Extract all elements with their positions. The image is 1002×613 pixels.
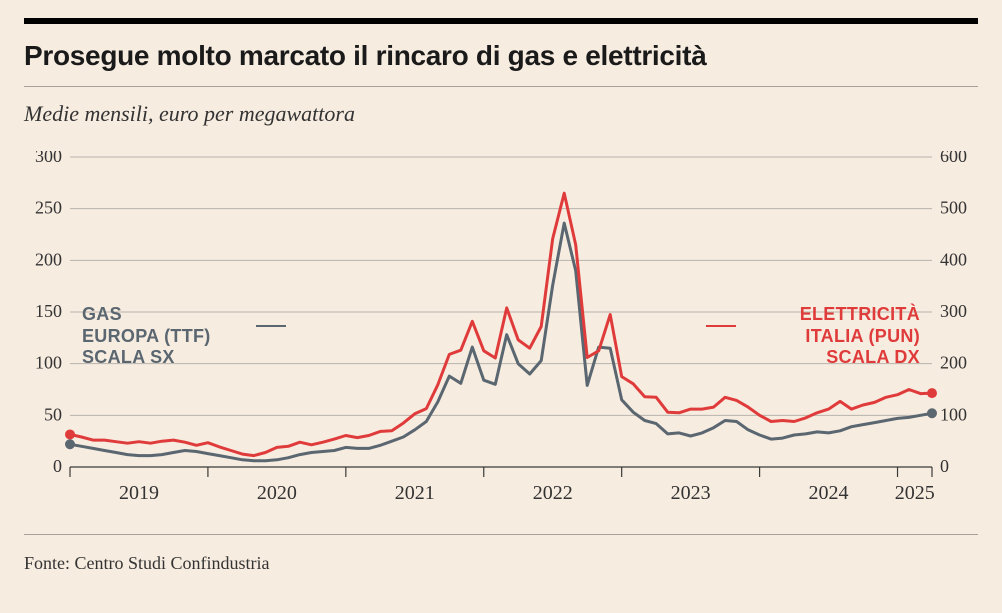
chart-subtitle: Medie mensili, euro per megawattora — [24, 101, 978, 127]
top-rule — [24, 18, 978, 24]
chart-area: 0 50 100 150 200 250 300 0 100 200 300 400 500 600 201… — [24, 151, 978, 516]
chart-source: Fonte: Centro Studi Confindustria — [24, 553, 978, 574]
svg-text:50: 50 — [44, 404, 62, 424]
svg-text:150: 150 — [35, 301, 62, 321]
svg-text:100: 100 — [35, 353, 62, 373]
svg-text:400: 400 — [940, 249, 967, 269]
series-label-gas-line2: EUROPA (TTF) — [82, 326, 211, 348]
svg-text:0: 0 — [53, 456, 62, 476]
series-label-elec-line3: SCALA DX — [800, 347, 920, 369]
series-label-elec: ELETTRICITÀ ITALIA (PUN) SCALA DX — [800, 304, 920, 369]
svg-text:2025: 2025 — [895, 482, 935, 504]
series-label-gas: GAS EUROPA (TTF) SCALA SX — [82, 304, 211, 369]
svg-text:250: 250 — [35, 198, 62, 218]
series-label-elec-line1: ELETTRICITÀ — [800, 304, 920, 326]
svg-text:300: 300 — [35, 151, 62, 166]
svg-text:2021: 2021 — [395, 482, 435, 504]
bottom-rule — [24, 534, 978, 535]
svg-text:2022: 2022 — [533, 482, 573, 504]
svg-text:2024: 2024 — [809, 482, 849, 504]
series-label-gas-line3: SCALA SX — [82, 347, 211, 369]
svg-text:0: 0 — [940, 456, 949, 476]
series-label-elec-line2: ITALIA (PUN) — [800, 326, 920, 348]
svg-text:2020: 2020 — [257, 482, 297, 504]
svg-text:300: 300 — [940, 301, 967, 321]
svg-text:200: 200 — [940, 353, 967, 373]
svg-text:100: 100 — [940, 404, 967, 424]
thin-rule — [24, 86, 978, 87]
svg-text:2023: 2023 — [671, 482, 711, 504]
svg-text:600: 600 — [940, 151, 967, 166]
series-label-gas-line1: GAS — [82, 304, 211, 326]
svg-text:200: 200 — [35, 249, 62, 269]
svg-text:2019: 2019 — [119, 482, 159, 504]
svg-text:500: 500 — [940, 198, 967, 218]
chart-title: Prosegue molto marcato il rincaro di gas… — [24, 40, 978, 72]
